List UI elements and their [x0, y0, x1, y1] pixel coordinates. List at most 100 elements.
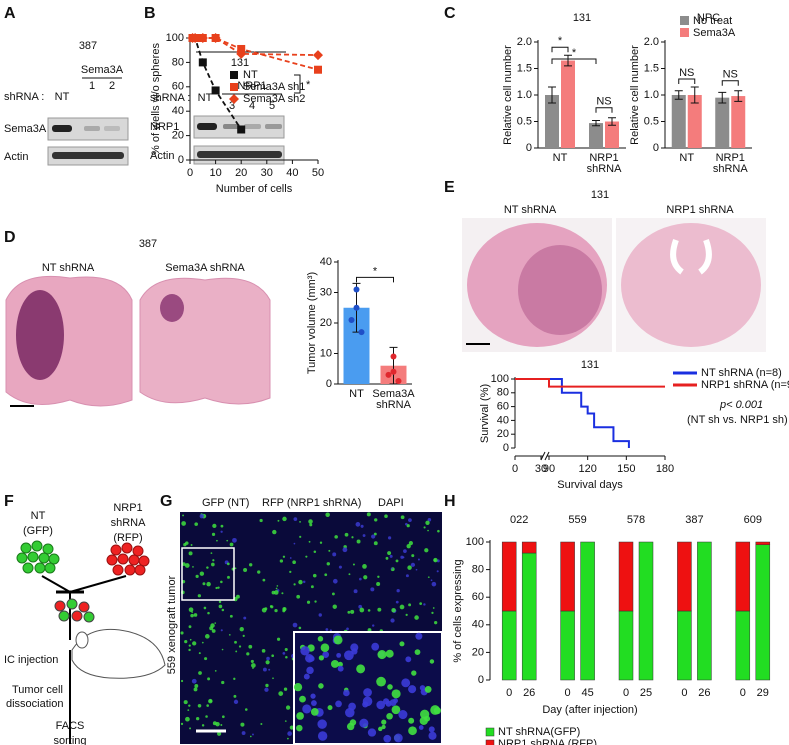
legend-marker: [230, 83, 238, 91]
y-tick-label: 20: [472, 646, 484, 658]
cell-signal: [411, 670, 417, 676]
cell-signal: [336, 652, 342, 658]
panel-label: G: [160, 493, 172, 510]
legend-swatch: [485, 727, 495, 737]
cell-signal: [276, 585, 279, 587]
cell-signal: [293, 583, 296, 586]
cell-signal: [264, 687, 269, 692]
point: [190, 33, 201, 43]
cell-signal: [264, 607, 268, 611]
cell-signal: [214, 622, 217, 624]
cell-signal: [335, 700, 342, 708]
x-tick-label: 30: [261, 167, 273, 179]
cell-signal: [199, 514, 204, 519]
cell-signal: [199, 571, 205, 576]
cell-signal: [385, 556, 389, 560]
cell-signal: [318, 655, 324, 661]
data-point: [390, 353, 397, 360]
cell-signal: [430, 579, 433, 582]
chart-title: 131: [573, 12, 591, 24]
row-label: Sema3A: [4, 123, 47, 135]
cell-signal: [209, 626, 214, 631]
cell-signal: [189, 638, 192, 641]
cell-signal: [305, 555, 308, 558]
cell-signal: [274, 590, 279, 595]
cell-signal: [433, 707, 441, 715]
x-tick-label: 25: [640, 687, 652, 699]
panel-label: E: [444, 179, 455, 196]
cell-signal: [376, 676, 386, 687]
channel-label: DAPI: [378, 497, 404, 509]
band: [52, 152, 124, 159]
cell-signal: [431, 581, 437, 587]
cell-signal: [236, 594, 240, 599]
cell-cluster: [16, 540, 60, 574]
significance-bracket: [294, 74, 301, 94]
cell-signal: [370, 587, 375, 592]
legend-label: Sema3A: [693, 27, 736, 39]
cell-signal: [415, 568, 418, 571]
y-tick-label: 80: [172, 56, 184, 68]
cell-signal: [189, 727, 192, 730]
cell-signal: [221, 648, 224, 651]
cell-signal: [243, 616, 247, 620]
x-tick-label: NRP1 shRNA: [586, 152, 622, 175]
cell-signal: [433, 557, 438, 563]
cell-signal: [205, 634, 210, 639]
lane-label: 2: [109, 80, 115, 92]
cell-signal: [271, 654, 275, 658]
cell-signal: [377, 575, 380, 578]
cell-signal: [317, 719, 327, 729]
cell-signal: [250, 659, 254, 663]
cell-signal: [395, 559, 399, 563]
panel-label: D: [4, 229, 16, 246]
cell-signal: [298, 626, 302, 630]
cell-signal: [183, 700, 188, 705]
bar-segment: [521, 552, 537, 681]
cell-signal: [388, 536, 392, 540]
step-label: sorting: [53, 735, 86, 745]
row-label: Actin: [150, 150, 174, 162]
panel-label: A: [4, 5, 16, 22]
cell-signal: [376, 581, 381, 587]
significance-bracket: [551, 46, 569, 53]
y-tick-label: 0: [653, 142, 659, 154]
diagram-label: NRP1: [113, 502, 142, 514]
cell-signal: [414, 615, 419, 620]
cell-signal: [246, 652, 250, 656]
cell-signal: [188, 704, 191, 707]
point: [197, 33, 208, 43]
survival-curve: [515, 378, 630, 448]
x-tick-label: 26: [523, 687, 535, 699]
y-tick-label: 1.5: [517, 62, 532, 74]
bar: [545, 95, 559, 148]
bar-segment: [618, 610, 634, 681]
lane-label: 4: [249, 100, 255, 112]
x-tick-label: 0: [512, 463, 518, 475]
cell-signal: [359, 607, 365, 613]
cell-signal: [385, 700, 392, 707]
cell-signal: [406, 524, 410, 528]
y-tick-label: 100: [491, 373, 509, 385]
y-axis-label: Tumor volume (mm³): [306, 272, 318, 374]
x-tick-label: 26: [698, 687, 710, 699]
cell-signal: [347, 610, 351, 614]
cell-signal: [192, 641, 197, 646]
y-tick-label: 10: [320, 347, 332, 359]
panel-label: B: [144, 5, 156, 22]
cell-signal: [182, 514, 185, 517]
cell-signal: [320, 643, 330, 652]
cell-signal: [306, 600, 311, 604]
cell-signal: [210, 552, 213, 554]
cell-signal: [362, 534, 366, 537]
significance: *: [306, 79, 311, 91]
cell-signal: [337, 665, 344, 672]
cell-signal: [308, 540, 311, 543]
cell-signal: [204, 657, 208, 661]
x-tick-label: 0: [506, 687, 512, 699]
cell-signal: [406, 543, 411, 549]
legend-marker: [230, 71, 238, 79]
cell-signal: [296, 724, 303, 732]
cell-signal: [269, 605, 273, 608]
